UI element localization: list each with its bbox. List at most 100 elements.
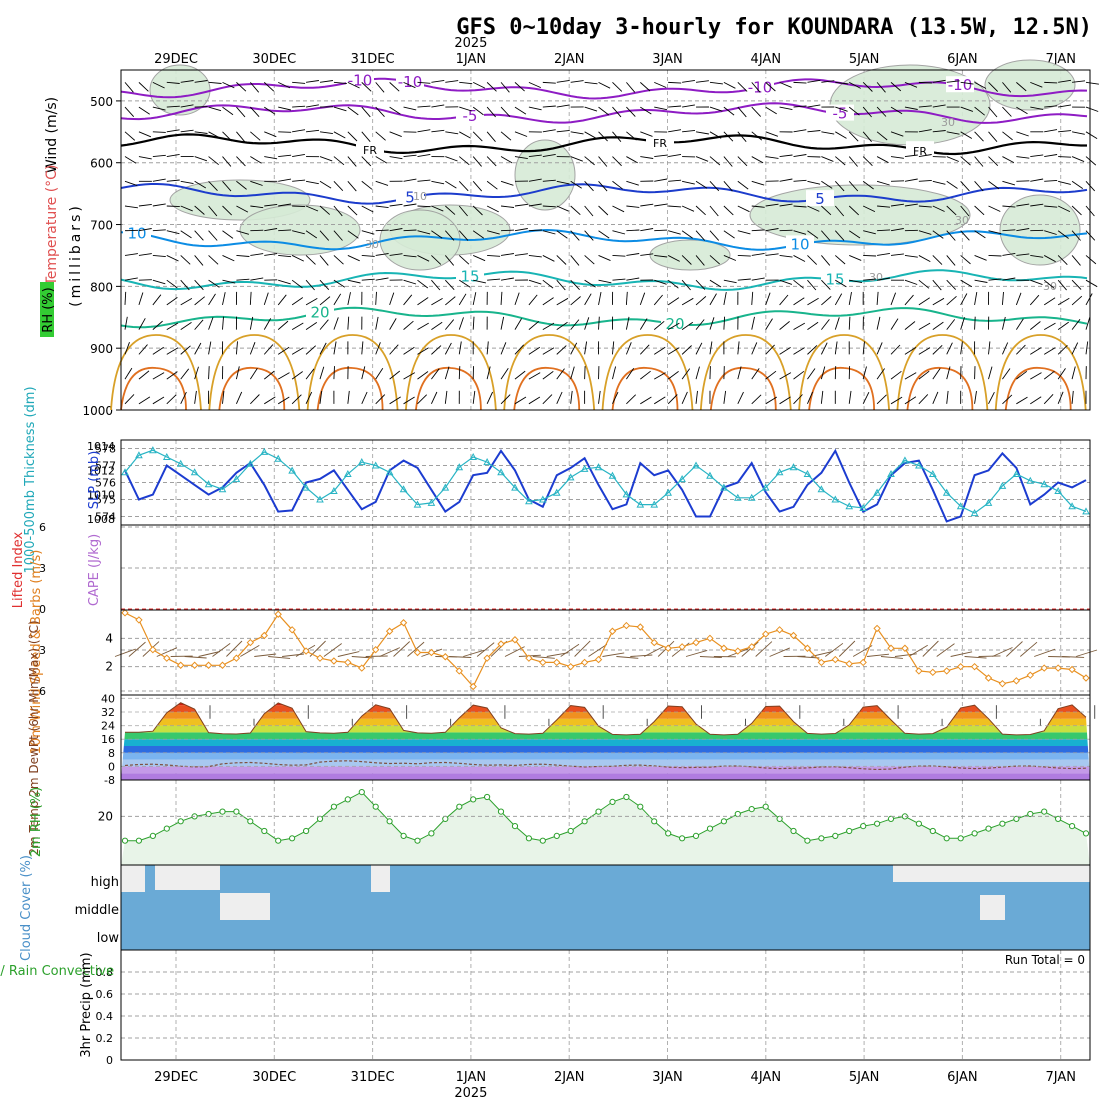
wind-barb <box>625 316 630 330</box>
wind10m-barb <box>825 642 844 657</box>
wind-barb <box>222 106 234 116</box>
rh-point <box>261 827 268 835</box>
wind-barb <box>1071 390 1074 404</box>
wind-barb <box>654 154 668 157</box>
temp25-contour <box>699 334 792 411</box>
wind-barb <box>779 372 792 380</box>
wind-barb <box>626 368 635 380</box>
rh-contour-label: 30 <box>1043 280 1057 293</box>
wind-barb <box>793 154 807 157</box>
rh-point <box>874 820 881 827</box>
rh-point <box>233 808 240 815</box>
temp-band <box>121 752 1090 760</box>
wind-barb <box>459 279 471 288</box>
wind-barb <box>249 367 258 380</box>
wind-barb <box>1071 131 1085 135</box>
wind-barb <box>932 279 942 291</box>
wind-barb <box>250 229 264 232</box>
wind-barb <box>222 292 226 306</box>
rh-point <box>790 827 797 835</box>
wind-barb <box>640 370 651 380</box>
thickness-point <box>149 446 157 454</box>
wind10m-point <box>1054 664 1062 672</box>
pressure-tick-label: 700 <box>90 219 113 233</box>
wind10m-point <box>149 645 157 654</box>
wind-barb <box>793 81 807 84</box>
isotherm-label-bg <box>946 76 974 93</box>
wind-barb <box>166 153 180 157</box>
wind-barb <box>1030 154 1044 157</box>
wind-barb <box>250 277 264 281</box>
wind-barb <box>779 81 792 88</box>
axis-label-temp2m: 2m Temp 2m DewPt (6hr Min/Max) (°C) <box>27 620 41 855</box>
wind-barb <box>932 344 943 355</box>
temp30-contour <box>611 367 679 411</box>
top-day-label: 6JAN <box>947 52 978 67</box>
wind-barb <box>974 390 977 404</box>
wind-barb <box>1044 81 1058 84</box>
wind-barb <box>124 205 138 209</box>
rh-point <box>748 806 755 813</box>
wind-barb <box>681 345 692 355</box>
wind-barb <box>904 372 917 380</box>
wind-barb <box>236 278 250 281</box>
isotherm-label-bg <box>661 314 689 331</box>
wind-barb <box>1044 205 1058 208</box>
wind-barb <box>319 255 329 266</box>
wind-barb <box>932 230 944 239</box>
wind-barb <box>848 131 859 142</box>
thickness-point <box>942 488 951 496</box>
li-tick-label: 3 <box>39 562 46 575</box>
cloud-row-label: low <box>97 931 120 946</box>
panel-frame <box>120 69 1091 411</box>
wind-barb <box>598 279 612 284</box>
slp-tick-label: 1012 <box>87 464 115 477</box>
wind-barb <box>1058 180 1071 185</box>
wind10m-barb <box>741 641 759 657</box>
wind-barb <box>918 322 931 331</box>
wind-barb <box>668 105 682 108</box>
wind10m-point <box>650 638 658 647</box>
wind-barb <box>820 342 828 355</box>
wind-barb <box>291 255 304 262</box>
wind-barb <box>319 366 325 380</box>
wind-barb <box>361 106 371 118</box>
wind-barb <box>208 317 214 330</box>
temp25-contour <box>405 334 497 411</box>
wind-barb <box>430 391 438 405</box>
wind-barb <box>974 255 987 261</box>
wind-barb <box>988 366 993 380</box>
rh-point <box>553 832 560 840</box>
wind-barb <box>278 178 292 182</box>
wind-barb <box>166 205 180 208</box>
wind10m-point <box>901 644 909 652</box>
wind-barb <box>612 131 622 142</box>
wind-barb <box>152 154 166 157</box>
wind-barb <box>876 131 888 141</box>
wind-barb <box>1030 178 1044 182</box>
thickness-point <box>775 468 784 476</box>
wind-barb <box>890 344 901 355</box>
wind-barb <box>1057 279 1067 291</box>
wind-barb <box>639 344 650 355</box>
wind-barb <box>1030 396 1042 405</box>
wind-barb <box>152 320 163 330</box>
wind-barb <box>681 255 692 265</box>
wind-barb <box>751 229 765 232</box>
wind10m-point <box>358 664 366 672</box>
wind10m-barb <box>755 641 773 657</box>
wind-barb <box>333 366 335 380</box>
rh-point <box>484 793 491 801</box>
wind-barb <box>389 156 403 160</box>
wind-barb <box>1016 131 1029 137</box>
wind-barb <box>124 131 136 141</box>
wind10m-point <box>664 644 672 652</box>
wind-barb <box>848 390 852 404</box>
wind-barb <box>459 131 471 139</box>
wind-barb <box>667 371 679 380</box>
rh-point <box>665 830 672 837</box>
wind-barb <box>403 106 417 111</box>
wind-barb <box>667 394 678 405</box>
wind-barb <box>528 396 541 405</box>
wind-barb <box>264 156 278 160</box>
